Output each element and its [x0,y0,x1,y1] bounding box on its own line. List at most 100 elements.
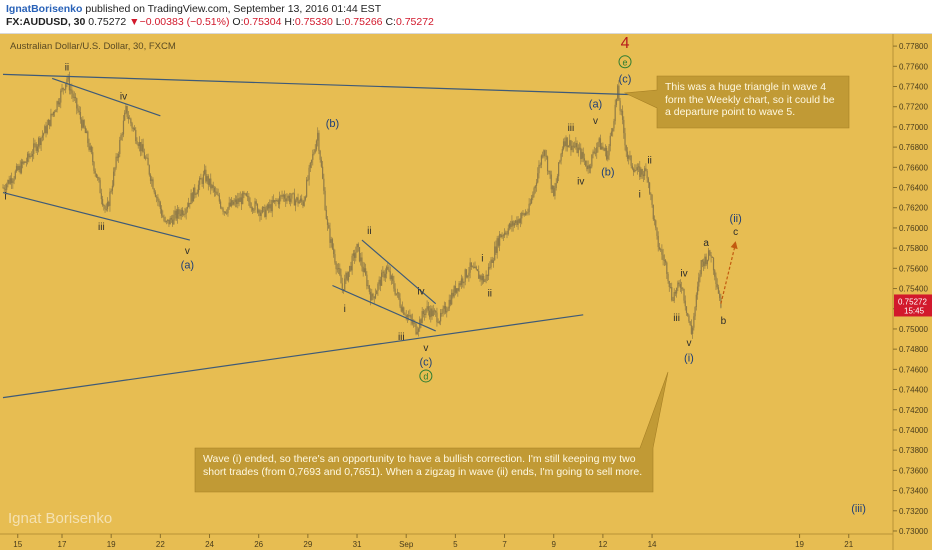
author-link[interactable]: IgnatBorisenko [6,3,83,15]
candle-body [326,218,329,226]
candle-body [404,314,406,316]
candle-body [554,187,556,196]
candle-body [71,89,73,94]
candle-body [130,118,132,124]
candle-body [98,177,100,181]
candle-body [175,210,177,219]
candle-body [589,166,592,169]
candle-body [330,239,332,243]
candle-body [276,200,278,202]
candle-body [562,141,565,150]
candle-body [459,283,461,285]
candle-body [56,101,58,111]
candle-body [181,209,184,215]
candle-body [296,197,298,201]
price-chart[interactable]: iiiiiiivv(a)(b)iiiiviiiv(c)diiiiiiiv(a)v… [0,34,932,550]
candle-body [539,164,541,166]
price-tick-label: 0.77000 [899,123,928,132]
candle-body [226,212,228,214]
candle-body [560,153,562,161]
candle-body [84,127,86,134]
candle-body [357,243,359,248]
candle-body [82,120,84,128]
candle-body [592,151,594,155]
candle-body [614,104,616,122]
candle-body [532,194,534,198]
candle-body [655,220,657,228]
time-tick-label: 22 [156,540,165,549]
candle-body [521,212,523,219]
candle-body [668,280,670,287]
candle-body [676,288,678,294]
candle-body [30,155,32,157]
candle-body [34,143,36,145]
candle-body [508,223,511,229]
candle-body [460,278,463,285]
candle-body [355,252,357,258]
candle-body [28,153,30,158]
candle-body [576,143,578,153]
candle-body [555,183,557,188]
candle-body [66,79,68,84]
candle-body [14,171,16,179]
candle-body [411,319,413,324]
candle-body [245,193,247,196]
candle-body [100,193,102,200]
candle-body [191,193,193,202]
candle-body [672,300,674,301]
candle-body [190,193,192,205]
candle-body [484,280,486,282]
wave-label: i [481,253,483,264]
candle-body [185,208,187,214]
candle-body [651,194,653,205]
candle-body [414,322,416,324]
candle-body [213,187,216,192]
candle-body [119,140,121,154]
candle-body [703,261,705,267]
candle-body [325,209,327,219]
candle-body [464,269,466,282]
candle-body [430,308,432,318]
candle-body [243,192,245,195]
wave-label: (b) [601,166,614,178]
candle-body [607,155,609,160]
price-tick-label: 0.73800 [899,446,928,455]
candle-body [617,85,619,99]
candle-body [428,310,431,318]
candle-body [618,85,620,101]
close-label: C: [385,16,396,28]
candle-body [479,275,481,279]
candle-body [489,267,491,268]
candle-body [54,111,56,113]
candle-body [640,169,642,177]
price-tick-label: 0.73600 [899,466,928,475]
open-label: O: [232,16,244,28]
candle-body [556,176,559,184]
candle-body [381,272,383,286]
candle-body [540,155,543,165]
candle-body [535,182,538,186]
candle-body [518,219,520,223]
candle-body [682,288,684,290]
candle-body [115,156,117,168]
candle-body [385,266,388,274]
candle-body [400,306,402,312]
wave-label: ii [367,226,371,237]
candle-body [377,283,379,292]
candle-body [700,260,702,275]
candle-body [496,238,498,253]
candle-body [487,267,490,276]
candle-body [89,146,91,150]
candle-body [258,210,260,213]
callout-wave-note: Wave (i) ended, so there's an opportunit… [203,453,643,478]
candle-body [312,154,314,160]
candle-body [290,198,292,202]
candle-body [137,144,139,147]
candle-body [596,147,598,153]
candle-body [170,217,173,220]
trendline [361,239,437,305]
candle-body [153,188,155,193]
candle-body [530,197,533,204]
candle-body [661,249,663,255]
candle-body [259,210,261,216]
